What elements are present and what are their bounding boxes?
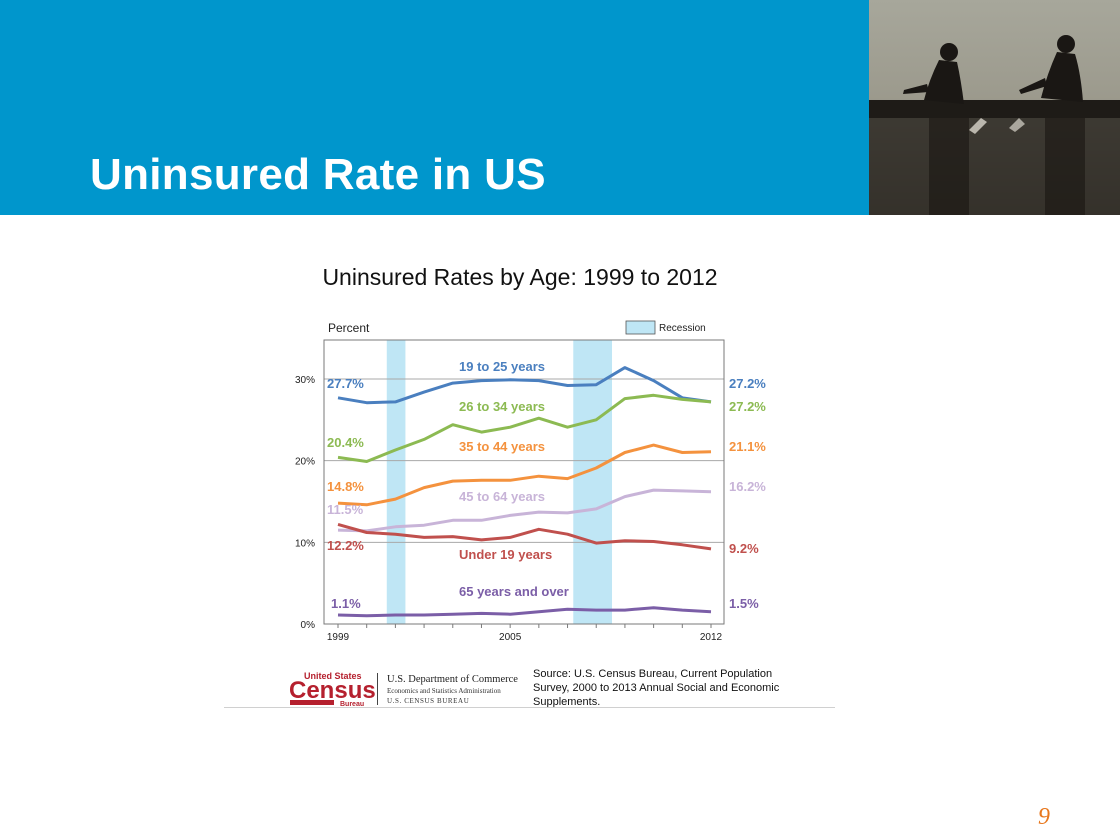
series-line	[337, 393, 712, 463]
census-bureau-logo: United States Census Bureau	[289, 671, 376, 708]
y-tick-label: 30%	[295, 375, 315, 386]
y-tick-label: 20%	[295, 457, 315, 468]
series-start-value: 1.1%	[331, 596, 361, 611]
department-block: U.S. Department of Commerce Economics an…	[387, 674, 518, 706]
series-line	[337, 488, 712, 533]
source-note: Source: U.S. Census Bureau, Current Popu…	[533, 668, 780, 708]
series-end-value: 9.2%	[729, 541, 759, 556]
legend-label: Recession	[659, 323, 706, 334]
y-tick-label: 10%	[295, 538, 315, 549]
series-name-label: Under 19 years	[459, 547, 552, 562]
series-end-value: 16.2%	[729, 479, 766, 494]
series-line	[337, 366, 712, 405]
x-tick-label: 2012	[700, 632, 723, 643]
series-line	[337, 443, 712, 507]
series-end-value: 21.1%	[729, 439, 766, 454]
footer-divider	[224, 707, 835, 708]
series-start-value: 11.5%	[327, 502, 364, 517]
series-start-value: 20.4%	[327, 435, 364, 450]
series-name-label: 65 years and over	[459, 584, 569, 599]
bureau-name: U.S. CENSUS BUREAU	[387, 697, 470, 705]
series-name-label: 35 to 44 years	[459, 439, 545, 454]
slide-title: Uninsured Rate in US	[90, 150, 546, 199]
series-start-value: 27.7%	[327, 376, 364, 391]
series-end-value: 27.2%	[729, 399, 766, 414]
page-number: 9	[1038, 804, 1050, 830]
rowers-photo	[869, 0, 1120, 215]
header-band	[0, 0, 869, 215]
recession-band	[386, 340, 406, 624]
series-name-label: 19 to 25 years	[459, 359, 545, 374]
department-name: U.S. Department of Commerce	[387, 674, 518, 685]
x-tick-label: 2005	[499, 632, 522, 643]
y-axis-label: Percent	[328, 321, 370, 335]
administration-name: Economics and Statistics Administration	[387, 687, 501, 695]
series-line	[337, 522, 712, 551]
series-end-value: 1.5%	[729, 596, 759, 611]
series-start-value: 12.2%	[327, 538, 364, 553]
logo-main-text: Census	[289, 677, 376, 704]
series-start-value: 14.8%	[327, 479, 364, 494]
chart-title: Uninsured Rates by Age: 1999 to 2012	[322, 264, 718, 290]
y-tick-label: 0%	[301, 620, 316, 631]
recession-band	[573, 340, 613, 624]
series-name-label: 45 to 64 years	[459, 489, 545, 504]
rowers-photo-art	[869, 0, 1120, 215]
logo-divider	[377, 673, 378, 705]
plot-frame	[323, 339, 725, 625]
logo-sub-text: Bureau	[340, 701, 364, 708]
series-line	[337, 606, 712, 618]
series-name-label: 26 to 34 years	[459, 399, 545, 414]
legend-swatch	[625, 320, 656, 335]
logo-top-text: United States	[304, 671, 362, 681]
series-end-value: 27.2%	[729, 376, 766, 391]
x-tick-label: 1999	[327, 632, 350, 643]
